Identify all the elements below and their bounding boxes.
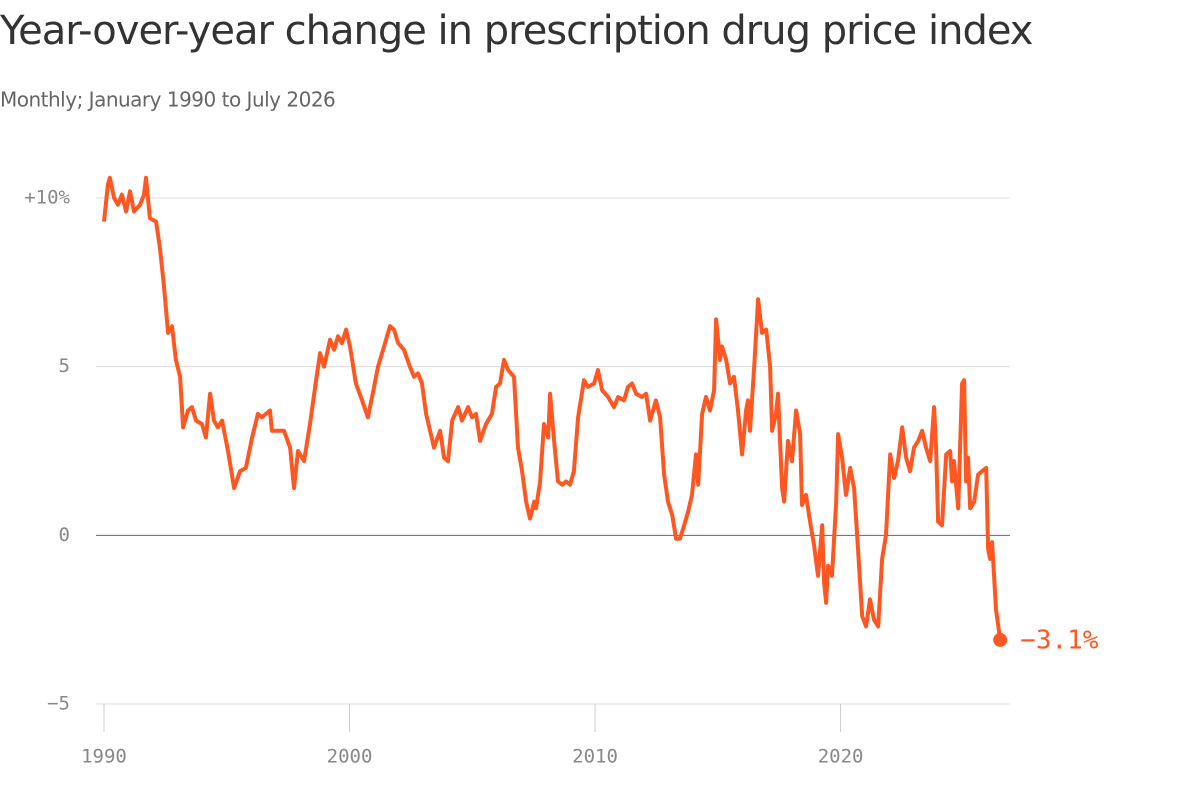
series-line — [102, 175, 1003, 641]
y-tick-label: −5 — [47, 693, 70, 715]
end-label: −3.1% — [1020, 625, 1099, 655]
y-tick-label: 5 — [59, 355, 70, 377]
y-tick-label: +10% — [24, 187, 70, 209]
x-tick-label: 2010 — [572, 746, 618, 768]
chart-title: Year-over-year change in prescription dr… — [0, 8, 1033, 54]
x-tick-label: 1990 — [81, 746, 127, 768]
end-dot — [993, 632, 1008, 647]
y-tick-label: 0 — [59, 524, 70, 546]
x-tick-label: 2020 — [818, 746, 864, 768]
x-tick-label: 2000 — [327, 746, 373, 768]
chart-subtitle: Monthly; January 1990 to July 2026 — [0, 88, 335, 112]
